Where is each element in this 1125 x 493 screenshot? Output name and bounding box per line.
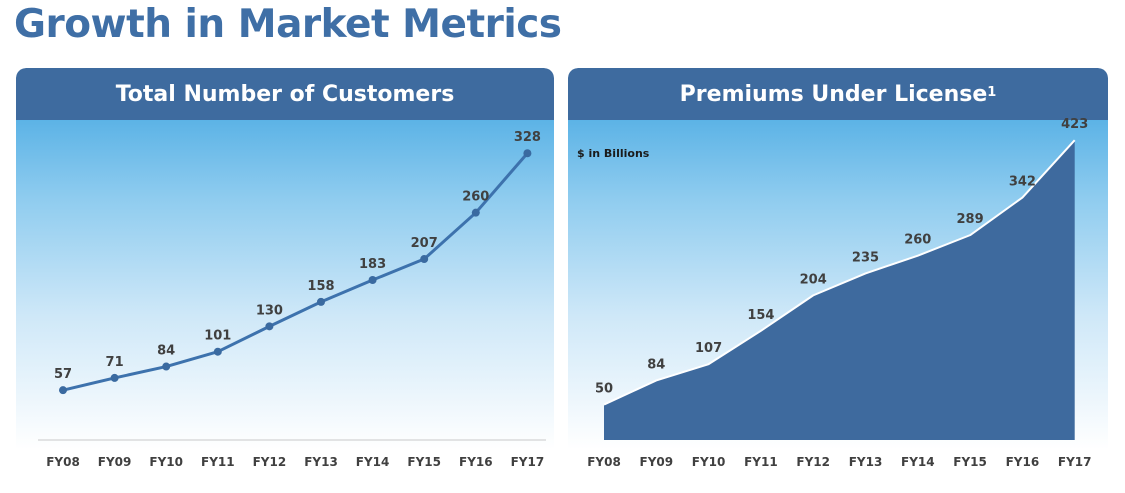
page-title: Growth in Market Metrics [14, 2, 562, 47]
customers-point-fy11 [213, 347, 222, 356]
premiums-tick-label-fy13: FY13 [849, 455, 883, 469]
premiums-tick-label-fy14: FY14 [901, 455, 935, 469]
premiums-data-label-fy13: 235 [852, 250, 879, 265]
premiums-tick-label-fy16: FY16 [1006, 455, 1040, 469]
customers-series-line [62, 152, 529, 392]
customers-data-label-fy12: 130 [256, 303, 283, 318]
premiums-data-label-fy09: 84 [647, 357, 665, 372]
customers-point-fy15 [420, 255, 429, 264]
customers-tick-label-fy11: FY11 [201, 455, 235, 469]
customers-data-label-fy10: 84 [157, 344, 175, 359]
premiums-data-label-fy14: 260 [904, 233, 931, 248]
customers-point-fy12 [265, 322, 274, 331]
customers-point-fy17 [523, 149, 532, 158]
premiums-data-label-fy12: 204 [800, 272, 827, 287]
premiums-tick-label-fy17: FY17 [1058, 455, 1092, 469]
customers-tick-label-fy16: FY16 [459, 455, 493, 469]
premiums-tick-label-fy08: FY08 [587, 455, 621, 469]
customers-tick-label-fy08: FY08 [46, 455, 80, 469]
premiums-tick-label-fy15: FY15 [953, 455, 987, 469]
customers-data-label-fy16: 260 [462, 190, 489, 205]
customers-point-fy14 [368, 276, 377, 285]
customers-chart-panel: Total Number of Customers [16, 68, 554, 478]
customers-data-label-fy14: 183 [359, 257, 386, 272]
customers-point-fy13 [317, 297, 325, 306]
customers-chart-title-text: Total Number of Customers [115, 81, 455, 107]
premiums-tick-label-fy09: FY09 [640, 455, 674, 469]
customers-data-label-fy09: 71 [106, 355, 124, 370]
customers-tick-label-fy13: FY13 [304, 455, 338, 469]
premiums-data-label-fy17: 423 [1061, 117, 1088, 132]
customers-data-label-fy08: 57 [54, 367, 72, 382]
customers-data-label-fy17: 328 [514, 130, 541, 145]
customers-point-fy10 [162, 362, 171, 371]
customers-tick-label-fy10: FY10 [149, 455, 183, 469]
customers-tick-label-fy17: FY17 [511, 455, 545, 469]
premiums-data-label-fy10: 107 [695, 341, 722, 356]
customers-tick-label-fy15: FY15 [407, 455, 441, 469]
customers-data-label-fy13: 158 [307, 279, 334, 294]
customers-tick-label-fy14: FY14 [356, 455, 390, 469]
premiums-tick-label-fy12: FY12 [796, 455, 830, 469]
premiums-series-area [604, 140, 1075, 440]
premiums-unit-label: $ in Billions [577, 147, 650, 160]
premiums-title-footnote: 1 [987, 84, 997, 100]
customers-tick-label-fy09: FY09 [98, 455, 132, 469]
premiums-tick-label-fy11: FY11 [744, 455, 778, 469]
customers-point-fy08 [59, 386, 67, 395]
customers-plot-background [16, 120, 554, 478]
customers-point-fy16 [471, 208, 480, 217]
customers-point-fy09 [110, 373, 119, 382]
customers-tick-label-fy12: FY12 [253, 455, 287, 469]
premiums-chart-title-text: Premiums Under License [679, 81, 988, 107]
premiums-area-chart: 50 FY08 84 FY09 107 FY10 154 FY11 204 FY12 235 FY13… [587, 117, 1091, 469]
premiums-data-label-fy15: 289 [957, 212, 984, 227]
customers-data-label-fy11: 101 [204, 329, 231, 344]
premiums-chart-title: Premiums Under License 1 [568, 68, 1108, 120]
customers-line-chart: 57 FY08 71 FY09 84 FY10 101 FY11 130 FY12 158 FY13 1… [38, 130, 546, 469]
premiums-data-label-fy16: 342 [1009, 175, 1036, 190]
premiums-data-label-fy08: 50 [595, 382, 613, 397]
premiums-series-edge [603, 139, 1076, 406]
premiums-data-label-fy11: 154 [747, 308, 774, 323]
customers-data-label-fy15: 207 [411, 236, 438, 251]
premiums-tick-label-fy10: FY10 [692, 455, 726, 469]
customers-chart-title: Total Number of Customers [16, 68, 554, 120]
